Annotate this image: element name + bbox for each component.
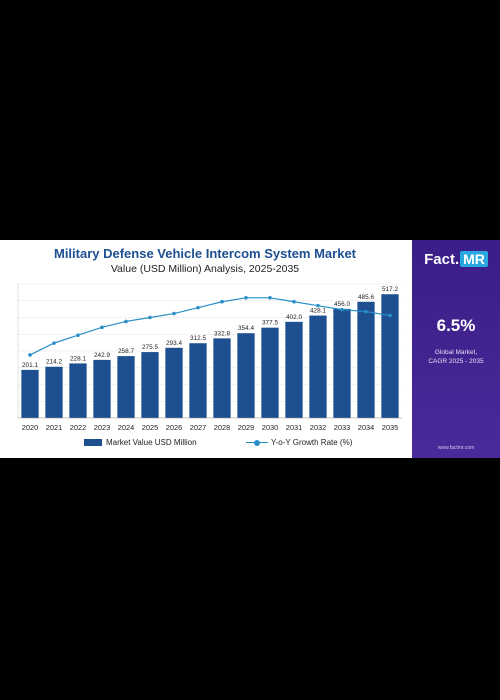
growth-point-2025 [148,315,152,320]
value-label: 354.4 [238,325,254,332]
value-label: 428.1 [310,308,326,315]
bar-2025 [141,352,159,418]
cagr-label-line-2: CAGR 2025 - 2035 [428,358,484,365]
bar-2020 [21,369,39,418]
x-tick-label: 2031 [286,423,302,432]
x-tick-label: 2026 [166,423,182,432]
growth-point-2033 [340,307,344,312]
growth-point-2035 [388,313,392,318]
factmr-logo: Fact . MR [420,248,492,270]
x-tick-label: 2021 [46,423,62,432]
growth-point-2026 [172,311,176,316]
value-label: 275.5 [142,344,158,351]
value-label: 402.0 [286,314,302,321]
growth-point-2031 [292,299,296,304]
bar-2035 [381,294,399,418]
x-tick-label: 2020 [22,423,38,432]
website-url: www.factmr.com [437,445,475,451]
growth-point-2027 [196,305,200,310]
chart-title: Military Defense Vehicle Intercom System… [53,246,356,261]
value-label: 258.7 [118,348,134,355]
value-label: 228.1 [70,355,86,362]
value-label: 377.5 [262,320,278,327]
bar-2027 [189,343,207,418]
x-tick-label: 2023 [94,423,110,432]
growth-point-2020 [28,353,32,357]
growth-point-2022 [76,333,80,338]
legend-line-swatch [246,439,268,447]
growth-point-2028 [220,299,224,304]
bar-2029 [237,333,255,418]
growth-point-2029 [244,295,248,300]
value-label: 332.8 [214,330,230,337]
chart-panel: Military Defense Vehicle Intercom System… [0,240,410,458]
value-label: 456.0 [334,301,350,308]
x-tick-label: 2030 [262,423,278,432]
logo-fact: Fact [424,250,455,268]
bar-2023 [93,359,111,418]
value-label: 214.2 [46,359,62,366]
bar-2026 [165,347,183,418]
value-label: 517.2 [382,286,398,293]
x-tick-label: 2027 [190,423,206,432]
x-tick-label: 2029 [238,423,254,432]
growth-rate-line [29,297,391,356]
value-label: 485.6 [358,294,374,301]
combo-chart: 201.1 214.2 228.1 242.9 258.7 275.5 293.4 312.5… [17,283,402,432]
growth-point-2032 [316,303,320,308]
logo-dot: . [454,250,460,268]
bar-2021 [45,366,63,418]
value-label: 201.1 [22,362,38,369]
side-panel: Fact . MR 6.5% Global Market, CAGR 2025 … [412,240,500,458]
chart-legend: Market Value USD Million Y-o-Y Growth Ra… [0,436,410,452]
growth-point-2024 [124,319,128,324]
growth-point-2034 [364,309,368,314]
bar-2031 [285,321,303,418]
logo-mr: MR [460,251,488,267]
growth-point-2021 [52,341,56,345]
value-label: 312.5 [190,335,206,342]
bar-2028 [213,338,231,418]
x-tick-label: 2025 [142,423,158,432]
bar-2030 [261,327,279,418]
chart-card: Military Defense Vehicle Intercom System… [0,240,500,458]
bar-2034 [357,301,375,418]
chart-subtitle: Value (USD Million) Analysis, 2025-2035 [110,263,300,275]
cagr-label-line-1: Global Market, [434,349,478,356]
legend-bar-swatch [84,439,102,446]
x-tick-label: 2033 [334,423,350,432]
legend-item-bars: Market Value USD Million [84,438,197,447]
x-tick-label: 2024 [118,423,134,432]
legend-line-label: Y-o-Y Growth Rate (%) [271,438,353,447]
x-tick-label: 2022 [70,423,86,432]
growth-point-2030 [268,295,272,300]
legend-bar-label: Market Value USD Million [106,438,197,447]
legend-item-line: Y-o-Y Growth Rate (%) [246,438,352,447]
cagr-label: Global Market, CAGR 2025 - 2035 [412,348,500,366]
value-label: 242.9 [94,352,110,359]
growth-point-2023 [100,325,104,330]
x-tick-label: 2035 [382,423,398,432]
value-label: 293.4 [166,340,182,347]
x-tick-label: 2034 [358,423,374,432]
x-tick-label: 2028 [214,423,230,432]
bar-2024 [117,356,135,418]
bar-2022 [69,363,87,418]
x-tick-label: 2032 [310,423,326,432]
cagr-value: 6.5% [436,316,476,335]
bar-2032 [309,315,327,418]
bar-2033 [333,308,351,418]
